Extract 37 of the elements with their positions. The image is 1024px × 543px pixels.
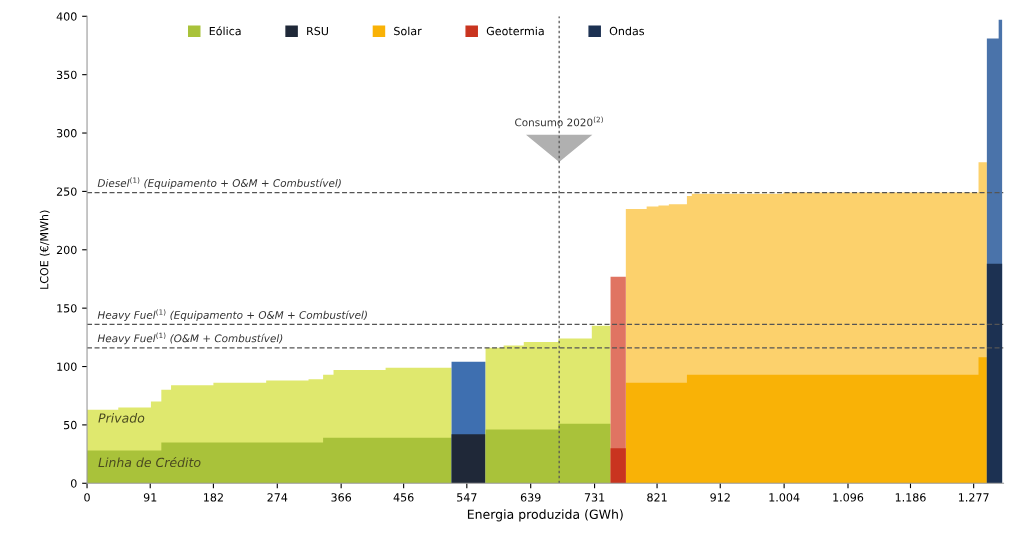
x-axis-title: Energia produzida (GWh) xyxy=(467,509,623,522)
y-tick-label: 350 xyxy=(56,70,77,80)
x-tick-label: 91 xyxy=(143,493,157,502)
x-tick-label: 639 xyxy=(520,493,541,502)
y-tick-label: 250 xyxy=(56,187,77,196)
annotation: Privado xyxy=(98,413,145,423)
x-tick-label: 1.186 xyxy=(895,493,926,502)
y-tick-label: 50 xyxy=(64,420,77,430)
x-tick-label: 547 xyxy=(457,493,477,502)
x-tick-label: 821 xyxy=(647,493,667,502)
ref-line-label: Diesel$^{(1)}$ (Equipamento + O&M + Combustível) xyxy=(97,177,341,189)
legend-label: RSU xyxy=(307,26,328,36)
annotation: Linha de Crédito xyxy=(98,456,201,468)
y-tick-label: 100 xyxy=(57,362,77,371)
x-tick-label: 366 xyxy=(331,493,352,502)
y-axis-title: LCOE (€/MWh) xyxy=(39,210,50,289)
ref-line-label: Consumo 2020$^{(2)}$ xyxy=(515,116,603,127)
x-tick-label: 1.277 xyxy=(958,493,989,502)
y-tick-label: 200 xyxy=(56,245,77,255)
x-tick-label: 912 xyxy=(710,493,730,502)
y-tick-label: 400 xyxy=(56,12,77,21)
x-tick-label: 1.096 xyxy=(833,493,864,502)
y-tick-label: 150 xyxy=(57,304,77,313)
x-tick-label: 182 xyxy=(204,493,223,502)
ref-line-label: Heavy Fuel$^{(1)}$ (O&M + Combustível) xyxy=(97,332,283,345)
y-tick-label: 300 xyxy=(56,129,77,138)
x-tick-label: 274 xyxy=(267,493,288,502)
x-tick-label: 456 xyxy=(393,493,414,502)
legend-label: Ondas xyxy=(609,26,645,36)
legend-label: Geotermia xyxy=(486,26,544,36)
x-tick-label: 1.004 xyxy=(769,493,800,502)
legend-label: Eólica xyxy=(209,26,241,36)
y-tick-label: 0 xyxy=(70,479,77,488)
legend-label: Solar xyxy=(394,26,422,36)
x-tick-label: 731 xyxy=(584,493,605,502)
ref-line-label: Heavy Fuel$^{(1)}$ (Equipamento + O&M + Combustível) xyxy=(97,309,367,321)
x-tick-label: 0 xyxy=(84,493,90,502)
